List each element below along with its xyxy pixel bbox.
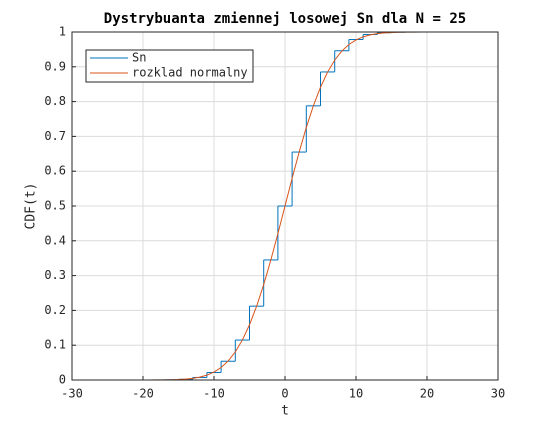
- y-tick-label: 0: [59, 373, 66, 387]
- chart-title: Dystrybuanta zmiennej losowej Sn dla N =…: [104, 11, 466, 27]
- y-tick-label: 0.6: [44, 164, 66, 178]
- x-axis-label: t: [281, 404, 289, 419]
- y-tick-label: 0.2: [44, 303, 66, 317]
- y-axis-label: CDF(t): [24, 183, 39, 230]
- legend-label: rozklad normalny: [132, 66, 248, 80]
- legend-box: [85, 49, 254, 83]
- axes-box: [71, 31, 499, 381]
- x-tick-label: -10: [203, 387, 225, 401]
- y-tick-label: 0.9: [44, 59, 66, 73]
- x-tick-label: 30: [491, 387, 505, 401]
- legend-label: Sn: [132, 51, 146, 65]
- x-tick-label: -30: [61, 387, 83, 401]
- y-tick-label: 0.5: [44, 199, 66, 213]
- y-tick-label: 1: [59, 25, 66, 39]
- y-tick-label: 0.8: [44, 94, 66, 108]
- x-tick-label: 10: [349, 387, 363, 401]
- x-tick-label: 20: [420, 387, 434, 401]
- y-tick-label: 0.7: [44, 129, 66, 143]
- y-tick-label: 0.4: [44, 233, 66, 247]
- x-tick-label: 0: [281, 387, 288, 401]
- y-tick-label: 0.1: [44, 338, 66, 352]
- y-tick-label: 0.3: [44, 268, 66, 282]
- x-tick-label: -20: [132, 387, 154, 401]
